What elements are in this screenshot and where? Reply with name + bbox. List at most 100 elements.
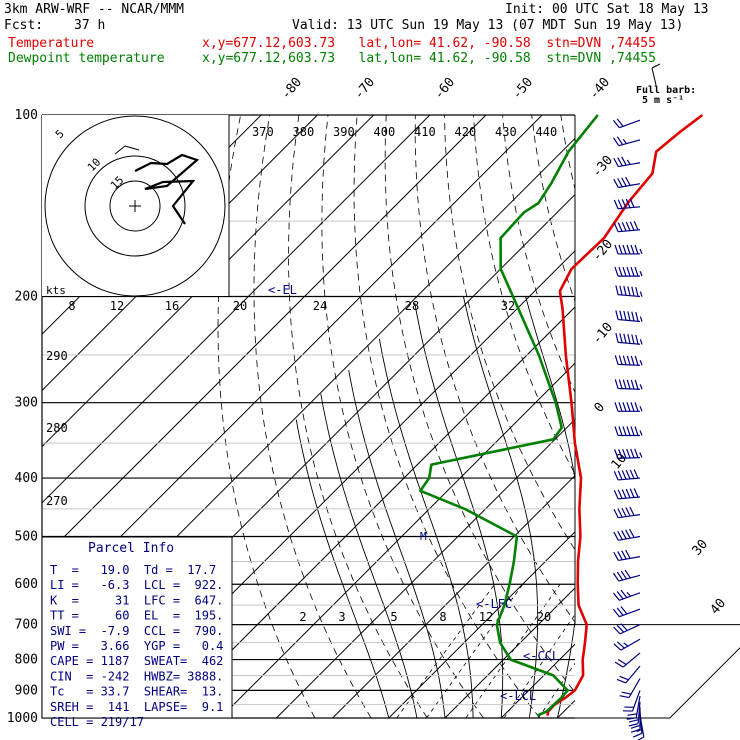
temperature-tick-label: -70 bbox=[352, 75, 379, 103]
barb-flag bbox=[613, 551, 619, 561]
barb-half-flag bbox=[639, 248, 643, 255]
pressure-tick-label: 900 bbox=[15, 683, 38, 698]
barb-flag bbox=[622, 402, 627, 412]
barb-flag bbox=[621, 530, 627, 540]
wind-barb bbox=[622, 690, 641, 712]
wind-barb bbox=[615, 285, 643, 298]
barb-flag bbox=[635, 286, 639, 297]
barb-flag bbox=[614, 244, 619, 255]
barb-flag bbox=[616, 591, 624, 600]
barb-flag bbox=[621, 550, 627, 560]
barb-flag bbox=[613, 199, 619, 209]
barb-flag bbox=[627, 334, 631, 344]
barb-flag bbox=[617, 157, 623, 167]
wind-barb bbox=[614, 379, 643, 390]
barb-flag bbox=[624, 569, 631, 579]
forecast-label: Fcst: bbox=[4, 18, 44, 33]
mixing-ratio-line bbox=[584, 584, 671, 718]
parcel-info-title: Parcel Info bbox=[88, 541, 174, 556]
barb-staff bbox=[619, 119, 641, 129]
barb-flag bbox=[612, 592, 620, 601]
wind-barb bbox=[613, 488, 641, 500]
barb-flag bbox=[632, 732, 643, 738]
barb-flag bbox=[630, 402, 635, 412]
barb-flag bbox=[621, 691, 632, 695]
barb-flag bbox=[614, 402, 619, 412]
barb-flag bbox=[618, 266, 623, 277]
barb-flag bbox=[618, 449, 623, 459]
barb-half-flag bbox=[626, 159, 631, 165]
wind-barb bbox=[614, 355, 643, 366]
barb-flag bbox=[613, 489, 619, 500]
barb-flag bbox=[629, 198, 635, 208]
pressure-tick-label: 1000 bbox=[7, 711, 38, 726]
barb-flag bbox=[618, 402, 623, 412]
theta-e-label: 410 bbox=[414, 125, 436, 139]
moist-adiabat bbox=[614, 297, 698, 719]
barb-flag bbox=[617, 222, 623, 232]
barb-flag bbox=[617, 551, 623, 561]
wind-barb bbox=[613, 569, 641, 582]
barb-flag bbox=[617, 508, 623, 518]
barb-flag bbox=[616, 607, 624, 616]
moist-adiabat bbox=[348, 370, 446, 718]
barb-flag bbox=[622, 244, 627, 255]
barb-flag bbox=[619, 675, 629, 681]
barb-flag bbox=[612, 608, 620, 618]
barb-half-flag bbox=[626, 591, 632, 597]
barb-flag bbox=[617, 199, 623, 209]
barb-flag bbox=[630, 266, 635, 277]
barb-flag bbox=[613, 508, 619, 518]
dry-adiabat bbox=[590, 115, 740, 718]
model-title: 3km ARW-WRF -- NCAR/MMM bbox=[4, 2, 185, 17]
hodograph-trace bbox=[134, 153, 200, 225]
barb-half-flag bbox=[639, 291, 643, 297]
barb-flag bbox=[620, 589, 628, 598]
wind-barb bbox=[612, 589, 641, 601]
isotherm bbox=[42, 115, 543, 616]
barb-flag bbox=[634, 244, 639, 255]
barb-flag bbox=[616, 136, 624, 145]
temperature-tick-label: -10 bbox=[590, 320, 617, 348]
theta-e-label: 400 bbox=[374, 125, 396, 139]
pressure-tick-label: 600 bbox=[15, 577, 38, 592]
wind-barb bbox=[613, 176, 641, 189]
barb-flag bbox=[633, 469, 639, 479]
barb-flag bbox=[623, 333, 627, 344]
barb-flag bbox=[614, 661, 624, 668]
pressure-tick-label: 700 bbox=[15, 618, 38, 633]
wind-barb bbox=[613, 638, 641, 651]
dry-adiabat bbox=[531, 115, 575, 303]
parcel-info-row: CAPE = 1187 SWEAT= 462 bbox=[50, 654, 223, 668]
barb-flag bbox=[613, 531, 619, 541]
barb-flag bbox=[634, 426, 639, 436]
temperature-legend: Temperature bbox=[8, 36, 95, 51]
speed-tick-label: 28 bbox=[405, 299, 419, 313]
barb-flag bbox=[626, 244, 631, 255]
barb-flag bbox=[613, 471, 619, 481]
dry-adiabat bbox=[353, 115, 541, 718]
temperature-location: x,y=677.12,603.73 lat,lon= 41.62, -90.58… bbox=[202, 36, 656, 51]
barb-flag bbox=[616, 571, 624, 581]
barb-flag bbox=[625, 507, 631, 517]
dry-adiabat bbox=[321, 115, 484, 718]
theta-e-label: 430 bbox=[495, 125, 517, 139]
moist-adiabat bbox=[586, 297, 633, 719]
barb-flag bbox=[613, 137, 620, 146]
barb-flag bbox=[621, 177, 627, 187]
wind-barb bbox=[619, 678, 641, 699]
theta-e-label: 420 bbox=[455, 125, 477, 139]
barb-flag bbox=[613, 643, 622, 651]
mixing-ratio-label: 2 bbox=[299, 610, 306, 624]
barb-staff bbox=[620, 638, 641, 651]
hodograph-ring bbox=[109, 180, 161, 232]
barb-flag bbox=[619, 285, 623, 296]
mixing-ratio-label: 5 bbox=[390, 610, 397, 624]
barb-half-flag bbox=[639, 384, 643, 390]
valid-time: Valid: 13 UTC Sun 19 May 13 (07 MDT Sun … bbox=[292, 18, 684, 33]
barb-half-flag bbox=[639, 406, 643, 412]
barb-staff bbox=[617, 387, 641, 390]
parcel-info-row: CIN = -242 HWBZ= 3888. bbox=[50, 669, 223, 683]
